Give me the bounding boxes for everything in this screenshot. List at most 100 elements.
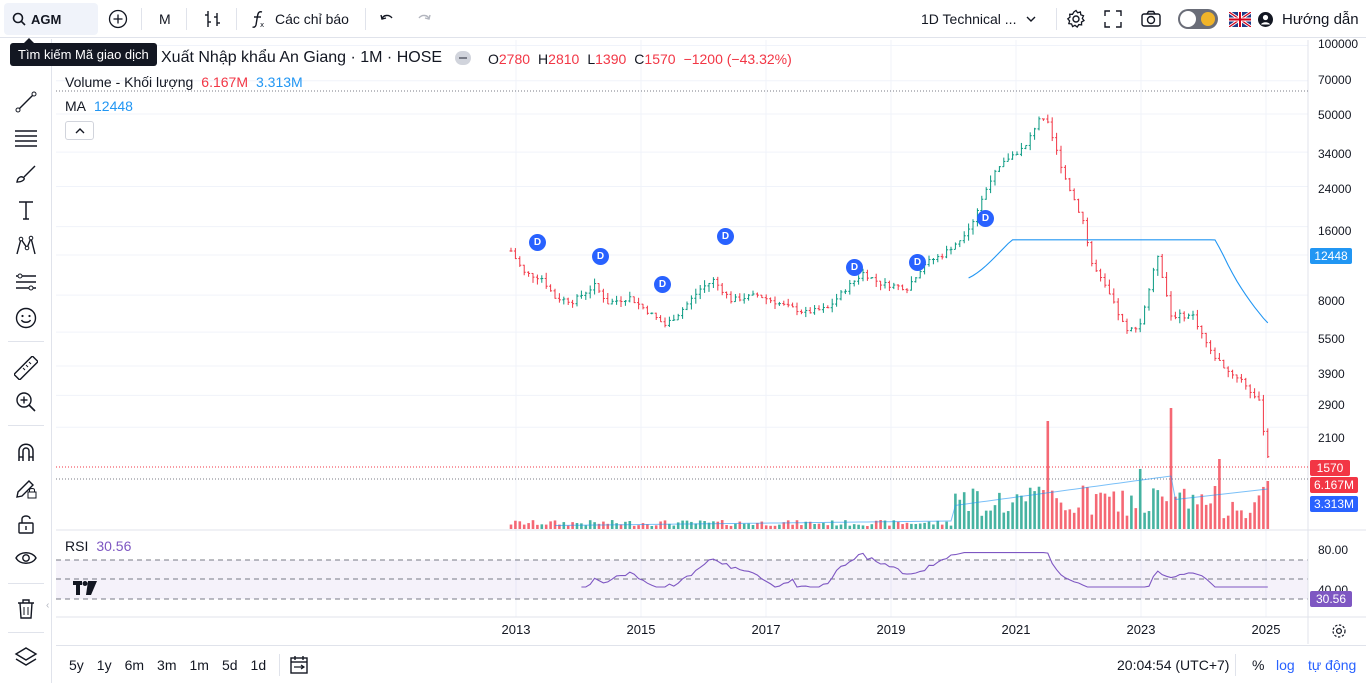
eye-toggle-button[interactable] (455, 51, 471, 65)
measure-tool[interactable] (13, 355, 39, 381)
text-tool[interactable] (13, 197, 39, 223)
icons-tool[interactable] (13, 305, 39, 331)
object-tree-tool[interactable] (13, 644, 39, 670)
date-range-button[interactable] (288, 655, 310, 675)
rsi-legend[interactable]: RSI 30.56 (65, 538, 131, 554)
dividend-badge[interactable]: D (717, 228, 734, 245)
range-5d-button[interactable]: 5d (221, 656, 238, 673)
volume-bar (1006, 511, 1010, 529)
range-6m-button[interactable]: 6m (124, 656, 145, 673)
timezone-clock[interactable]: 20:04:54 (UTC+7) (1117, 657, 1230, 673)
volume-bar (1244, 518, 1248, 529)
volume-bar (1191, 494, 1195, 529)
volume-bar (927, 521, 931, 529)
price-tick: 24000 (1318, 182, 1352, 196)
volume-bar (522, 524, 526, 529)
language-button[interactable] (1229, 0, 1251, 38)
brush-tool[interactable] (13, 161, 39, 187)
dividend-badge[interactable]: D (592, 248, 609, 265)
symbol-title[interactable]: Xuất Nhập khẩu An Giang · 1M · HOSE (161, 49, 443, 66)
auto-scale-button[interactable]: tự động (1308, 657, 1357, 673)
pattern-tool[interactable] (13, 233, 39, 259)
volume-bar (1222, 518, 1226, 529)
range-3m-button[interactable]: 3m (157, 656, 177, 673)
dividend-badge[interactable]: D (846, 259, 863, 276)
visibility-tool[interactable] (13, 545, 39, 571)
dividend-badge[interactable]: D (529, 234, 546, 251)
price-bar (610, 298, 614, 305)
magnet-tool[interactable] (13, 439, 39, 465)
price-bar (1244, 377, 1248, 390)
dividend-badge[interactable]: D (909, 254, 926, 271)
volume-bar (694, 523, 698, 529)
volume-bar (1099, 492, 1102, 529)
range-5y-button[interactable]: 5y (69, 656, 84, 673)
volume-bar (1015, 494, 1019, 529)
symbol-search-button[interactable]: AGM (4, 3, 98, 35)
layout-dropdown[interactable]: 1D Technical ... (921, 0, 1036, 38)
range-1m-button[interactable]: 1m (189, 656, 209, 673)
volume-bar (1160, 496, 1164, 529)
volume-bar (615, 523, 618, 529)
zoom-tool[interactable] (13, 389, 39, 415)
volume-bar (1086, 487, 1089, 529)
price-bar (689, 295, 693, 310)
range-1y-button[interactable]: 1y (96, 656, 112, 673)
delete-tool[interactable] (13, 596, 39, 622)
price-bar (707, 282, 711, 292)
chart-type-button[interactable] (202, 0, 224, 38)
price-bar (870, 277, 874, 279)
dividend-badge[interactable]: D (977, 210, 994, 227)
price-bar (527, 271, 531, 277)
lock-tool[interactable] (13, 511, 39, 537)
price-bar (1033, 127, 1037, 140)
settings-button[interactable] (1066, 0, 1086, 38)
compare-add-button[interactable] (108, 0, 130, 38)
price-bar (804, 306, 808, 318)
price-bar (786, 298, 790, 308)
help-button[interactable]: Hướng dẫn (1258, 0, 1359, 38)
redo-button[interactable] (415, 0, 433, 38)
volume-bar (804, 521, 808, 529)
volume-ma-tag: 3.313M (1310, 496, 1358, 512)
volume-tag: 6.167M (1310, 477, 1358, 493)
volume-legend[interactable]: Volume - Khối lượng 6.167M 3.313M (65, 74, 303, 90)
fib-tool[interactable] (13, 125, 39, 151)
volume-bar (971, 488, 975, 529)
collapse-legend-button[interactable] (65, 121, 94, 140)
price-bar (1081, 211, 1085, 225)
top-toolbar: AGM M x Các chỉ báo 1D Technical ... (0, 0, 1366, 38)
price-bar (1055, 132, 1059, 155)
price-bar (949, 246, 953, 255)
price-tick: 5500 (1318, 332, 1345, 346)
theme-toggle[interactable] (1178, 9, 1218, 29)
brush-icon (16, 165, 36, 183)
lock-drawing-tool[interactable] (13, 475, 39, 501)
indicators-button[interactable]: x Các chỉ báo (251, 0, 349, 38)
price-bar (747, 294, 751, 301)
percent-scale-button[interactable]: % (1252, 657, 1265, 673)
toolbar-divider (1235, 654, 1236, 676)
screenshot-button[interactable] (1141, 0, 1161, 38)
log-scale-button[interactable]: log (1276, 657, 1295, 673)
ma-legend[interactable]: MA 12448 (65, 98, 133, 114)
interval-button[interactable]: M (159, 11, 171, 27)
chevron-up-icon (75, 128, 84, 134)
toolbar-divider (8, 583, 44, 584)
undo-button[interactable] (378, 0, 396, 38)
price-bar (883, 278, 887, 289)
fullscreen-button[interactable] (1104, 0, 1122, 38)
tradingview-logo[interactable] (70, 576, 100, 600)
prediction-tool[interactable] (13, 269, 39, 295)
trend-line-tool[interactable] (13, 89, 39, 115)
chart-settings-button[interactable] (1331, 623, 1347, 644)
volume-bar (624, 521, 627, 529)
range-1d-button[interactable]: 1d (250, 656, 267, 673)
dividend-badge[interactable]: D (654, 276, 671, 293)
fullscreen-icon (1104, 10, 1122, 28)
toolbar-collapse-handle[interactable]: ‹ (46, 600, 50, 611)
toolbar-divider (8, 425, 44, 426)
volume-bar (725, 524, 728, 529)
price-bar (769, 297, 773, 304)
